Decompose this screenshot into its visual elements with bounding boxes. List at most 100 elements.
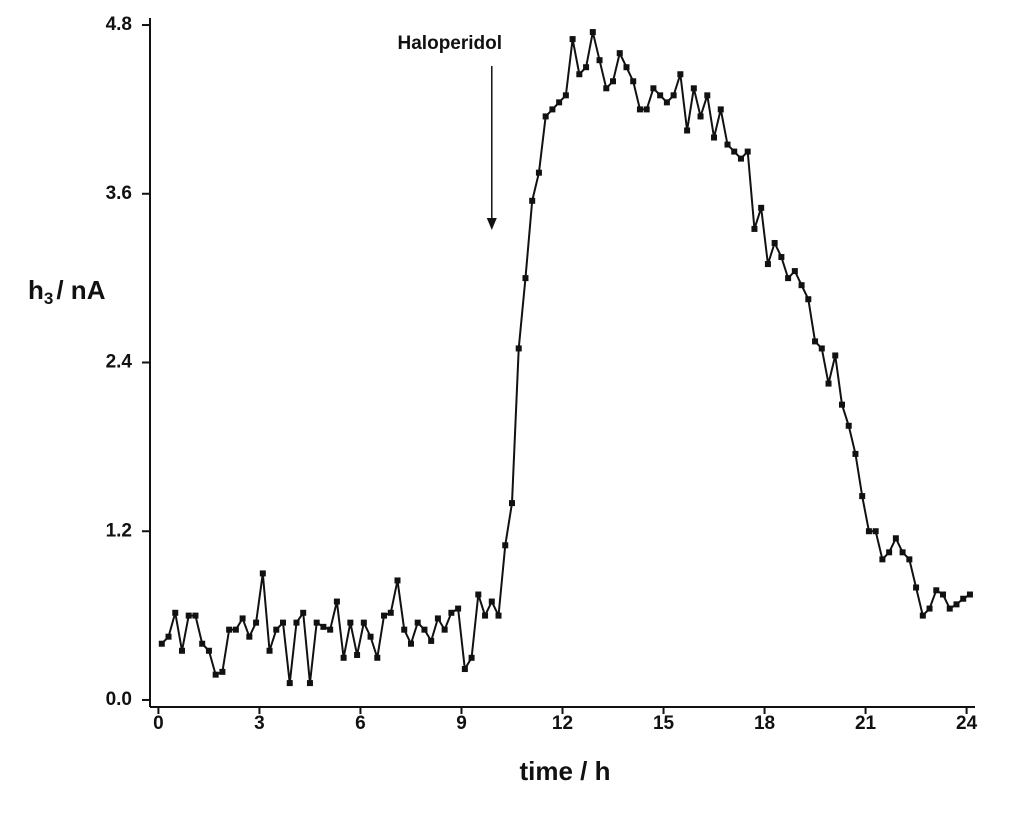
data-point: [966, 591, 973, 598]
y-tick-label: 2.4: [106, 352, 133, 373]
data-point: [488, 598, 495, 605]
data-point: [670, 92, 677, 99]
data-point: [805, 296, 812, 303]
data-point: [246, 633, 253, 640]
data-point: [724, 141, 731, 148]
data-point: [596, 57, 603, 64]
data-point: [185, 612, 192, 619]
data-point: [852, 450, 859, 457]
data-point: [583, 64, 590, 71]
data-point: [441, 626, 448, 633]
x-tick-label: 24: [956, 713, 978, 734]
data-point: [508, 500, 515, 507]
data-point: [798, 282, 805, 289]
data-point: [576, 71, 583, 78]
data-point: [879, 556, 886, 563]
data-point: [623, 64, 630, 71]
data-point: [663, 99, 670, 106]
data-point: [872, 528, 879, 535]
data-point: [953, 601, 960, 608]
data-point: [616, 50, 623, 57]
data-point: [468, 654, 475, 661]
x-tick-label: 18: [754, 713, 775, 734]
data-point: [158, 640, 165, 647]
data-point: [946, 605, 953, 612]
data-point: [926, 605, 933, 612]
data-point: [717, 106, 724, 113]
data-point: [906, 556, 913, 563]
data-point: [610, 78, 617, 85]
data-point: [818, 345, 825, 352]
data-point: [859, 493, 866, 500]
data-point: [933, 587, 940, 594]
data-point: [347, 619, 354, 626]
data-point: [865, 528, 872, 535]
y-axis-label: h3/ nA: [28, 275, 106, 309]
data-point: [320, 623, 327, 630]
data-point: [657, 92, 664, 99]
data-point: [327, 626, 334, 633]
data-point: [259, 570, 266, 577]
data-point: [300, 609, 307, 616]
data-point: [313, 619, 320, 626]
data-point: [832, 352, 839, 359]
data-point: [253, 619, 260, 626]
y-tick-label: 1.2: [106, 520, 132, 541]
data-point: [226, 626, 233, 633]
data-point: [542, 113, 549, 120]
data-point: [340, 654, 347, 661]
data-point: [603, 85, 610, 92]
data-point: [354, 651, 361, 658]
data-point: [711, 134, 718, 141]
y-tick-label: 4.8: [106, 14, 132, 35]
data-point: [940, 591, 947, 598]
data-point: [205, 647, 212, 654]
data-point: [178, 647, 185, 654]
x-axis-label: time / h: [519, 756, 610, 786]
data-point: [535, 169, 542, 176]
data-point: [293, 619, 300, 626]
data-point: [562, 92, 569, 99]
data-point: [199, 640, 206, 647]
data-point: [704, 92, 711, 99]
data-point: [367, 633, 374, 640]
data-point: [280, 619, 287, 626]
y-tick-label: 0.0: [106, 689, 132, 710]
data-point: [771, 239, 778, 246]
data-point: [913, 584, 920, 591]
data-point: [758, 204, 765, 211]
data-point: [219, 668, 226, 675]
data-point: [428, 637, 435, 644]
data-point: [448, 609, 455, 616]
data-point: [273, 626, 280, 633]
data-point: [960, 595, 967, 602]
data-point: [495, 612, 502, 619]
data-point: [731, 148, 738, 155]
data-point: [461, 666, 468, 673]
data-point: [172, 609, 179, 616]
annotation-label: Haloperidol: [398, 33, 503, 54]
data-point: [697, 113, 704, 120]
data-point: [812, 338, 819, 345]
data-point: [529, 197, 536, 204]
data-point: [690, 85, 697, 92]
data-point: [212, 671, 219, 678]
data-point: [785, 275, 792, 282]
y-label-sub: 3: [44, 289, 53, 308]
data-point: [232, 626, 239, 633]
data-point: [381, 612, 388, 619]
data-point: [407, 640, 414, 647]
data-point: [778, 254, 785, 261]
data-point: [589, 29, 596, 36]
x-tick-label: 15: [653, 713, 675, 734]
x-tick-label: 12: [552, 713, 573, 734]
x-tick-label: 9: [456, 713, 467, 734]
data-point: [401, 626, 408, 633]
data-point: [374, 654, 381, 661]
data-point: [892, 535, 899, 542]
data-point: [333, 598, 340, 605]
data-point: [502, 542, 509, 549]
x-tick-label: 0: [153, 713, 164, 734]
data-point: [239, 615, 246, 622]
